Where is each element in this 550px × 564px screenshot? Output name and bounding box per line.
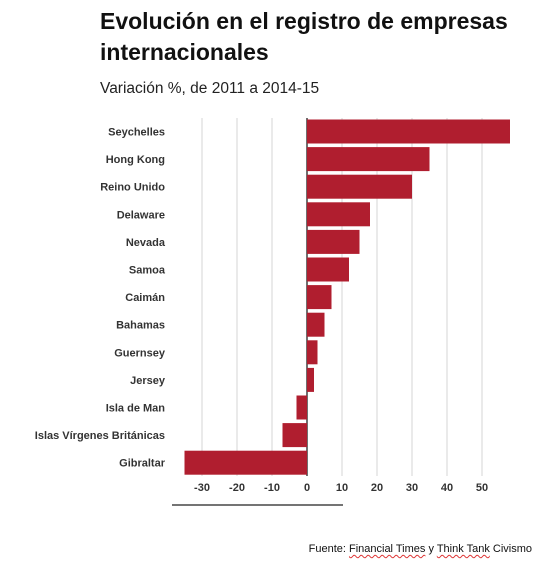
category-label: Guernsey xyxy=(114,347,166,359)
x-tick-label: -20 xyxy=(229,482,245,494)
bar xyxy=(184,450,307,475)
category-label: Caimán xyxy=(125,292,165,304)
bar xyxy=(296,395,307,420)
category-label: Hong Kong xyxy=(106,154,165,166)
bar xyxy=(307,367,314,392)
x-tick-label: 30 xyxy=(406,482,418,494)
category-label: Delaware xyxy=(117,209,165,221)
chart-title: Evolución en el registro de empresas int… xyxy=(100,8,508,65)
category-label: Islas Vírgenes Británicas xyxy=(35,430,165,442)
x-tick-label: 50 xyxy=(476,482,488,494)
category-label: Reino Unido xyxy=(100,182,165,194)
x-tick-label: 20 xyxy=(371,482,383,494)
category-label: Seychelles xyxy=(108,127,165,139)
source-think-tank: Think Tank xyxy=(436,543,490,555)
bar xyxy=(307,229,360,254)
x-tick-label: 10 xyxy=(336,482,348,494)
bar xyxy=(282,423,307,448)
source-financial-times: Financial Times xyxy=(348,543,426,555)
bar xyxy=(307,340,318,365)
source-note: Fuente: Financial Times y Think Tank Civ… xyxy=(309,543,532,555)
x-tick-label: -30 xyxy=(194,482,210,494)
bar xyxy=(307,202,370,227)
source-suffix: Civismo xyxy=(489,543,532,555)
x-tick-label: -10 xyxy=(264,482,280,494)
source-joiner: y xyxy=(425,543,437,555)
x-tick-label: 0 xyxy=(304,482,310,494)
category-label: Samoa xyxy=(129,265,166,277)
bar xyxy=(307,147,430,172)
category-label: Jersey xyxy=(130,375,166,387)
source-prefix: Fuente: xyxy=(308,543,349,555)
bar xyxy=(307,312,325,337)
bar xyxy=(307,285,332,310)
bar xyxy=(307,119,510,144)
category-label: Bahamas xyxy=(116,320,165,332)
chart-subtitle: Variación %, de 2011 a 2014-15 xyxy=(100,80,320,97)
category-label: Nevada xyxy=(126,237,166,249)
bar xyxy=(307,257,349,282)
category-label: Isla de Man xyxy=(106,403,166,415)
category-label: Gibraltar xyxy=(119,458,166,470)
x-tick-label: 40 xyxy=(441,482,453,494)
bar xyxy=(307,174,412,199)
